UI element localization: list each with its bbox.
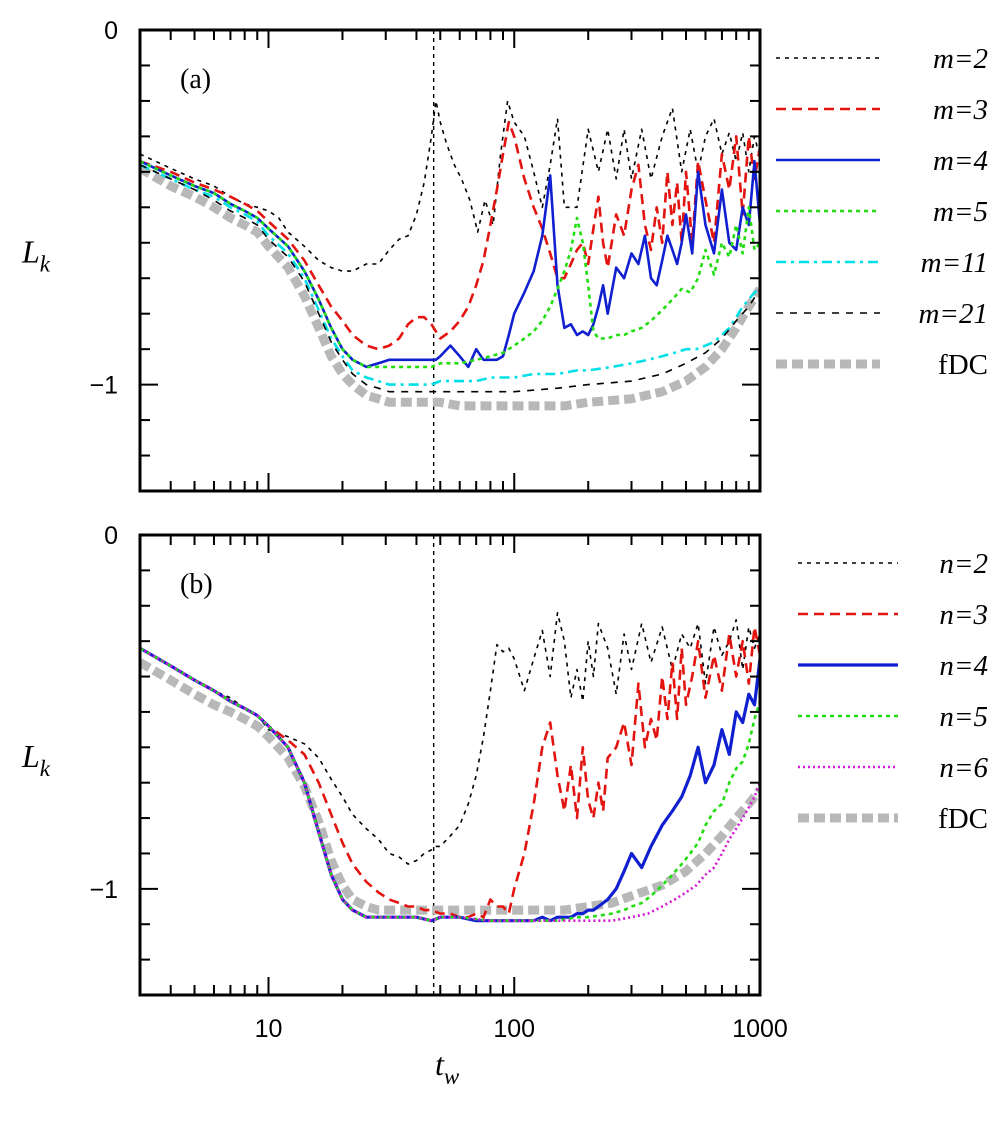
legend-label: m=11 xyxy=(921,247,988,279)
y-axis-label-sub: k xyxy=(40,252,51,277)
series-line-m-4 xyxy=(140,159,760,369)
x-tick-label: 100 xyxy=(493,1015,535,1043)
x-tick-label: 1000 xyxy=(732,1015,788,1043)
series-line-fDC xyxy=(140,164,760,411)
y-axis-label-sub: k xyxy=(40,756,51,781)
series-line-m-5 xyxy=(140,160,760,369)
legend-label: n=4 xyxy=(939,650,988,682)
y-tick-label: −1 xyxy=(89,876,118,904)
y-axis-label: Lk xyxy=(21,738,51,781)
legend-label: n=6 xyxy=(939,752,988,784)
y-axis-label-main: L xyxy=(21,234,40,270)
series-line-m-11 xyxy=(140,163,760,386)
series-group xyxy=(140,100,760,411)
legend-label: fDC xyxy=(938,803,988,835)
y-tick-label: 0 xyxy=(104,17,118,45)
legend-label: m=5 xyxy=(933,196,988,228)
x-axis-label-sub: w xyxy=(444,1064,460,1089)
legend-label: n=3 xyxy=(939,599,988,631)
x-tick-label: 10 xyxy=(255,1015,283,1043)
series-line-n-3 xyxy=(140,625,760,919)
legend-label: n=2 xyxy=(939,548,988,580)
series-group xyxy=(140,612,760,923)
legend-label: m=21 xyxy=(918,298,988,330)
legend-label: fDC xyxy=(938,349,988,381)
series-line-n-6 xyxy=(140,647,760,922)
panel-label: (b) xyxy=(180,569,213,600)
panel-b-chart: 0 −1 10 100 1000 (b) Lk tw n=2 n=3 n=4 n=5 n=6 fDC xyxy=(21,522,988,1089)
y-axis-label: Lk xyxy=(21,234,51,277)
y-tick-label: −1 xyxy=(89,372,118,400)
series-line-n-2 xyxy=(140,612,760,865)
plot-frame xyxy=(138,533,762,997)
legend-label: m=4 xyxy=(933,145,988,177)
x-axis-label: tw xyxy=(435,1046,460,1089)
panel-a-chart: 0 −1 (a) Lk m=2 m=3 m=4 m=5 m=11 m=21 fDC xyxy=(21,17,988,493)
x-axis-label-main: t xyxy=(435,1046,445,1082)
legend-label: m=3 xyxy=(933,94,988,126)
panel-label: (a) xyxy=(180,64,211,95)
plot-frame xyxy=(138,28,762,493)
y-tick-label: 0 xyxy=(104,522,118,550)
y-axis-label-main: L xyxy=(21,738,40,774)
legend-label: n=5 xyxy=(939,701,988,733)
series-line-fDC xyxy=(140,658,760,915)
legend-label: m=2 xyxy=(933,43,988,75)
series-line-m-21 xyxy=(140,164,760,393)
